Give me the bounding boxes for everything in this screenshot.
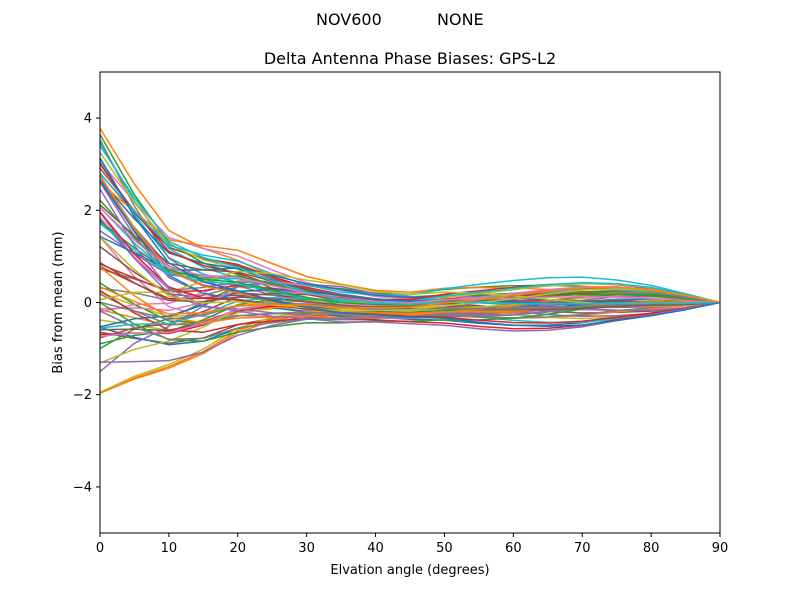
series-line: [99, 236, 721, 312]
y-axis: −4 −2 0 2 4: [73, 112, 100, 495]
y-tick-label: 0: [84, 296, 92, 311]
suptitle-radome: NONE: [437, 10, 484, 29]
chart-title: Delta Antenna Phase Biases: GPS-L2: [264, 49, 556, 68]
x-tick-label: 10: [161, 541, 178, 556]
y-tick-label: −4: [73, 480, 92, 495]
x-tick-label: 50: [436, 541, 453, 556]
x-tick-label: 60: [505, 541, 522, 556]
series-line: [99, 157, 721, 328]
x-axis: 0 10 20 30 40 50 60 70 80 90: [96, 533, 728, 556]
x-axis-label: Elvation angle (degrees): [330, 563, 489, 578]
series-line: [99, 182, 721, 304]
suptitle-antenna: NOV600: [316, 10, 382, 29]
y-tick-label: 4: [84, 112, 92, 127]
x-tick-label: 0: [96, 541, 104, 556]
x-tick-label: 70: [574, 541, 591, 556]
y-tick-label: 2: [84, 204, 92, 219]
series-line: [99, 289, 721, 333]
plot-area: [99, 128, 721, 394]
series-line: [99, 207, 721, 304]
y-axis-label: Bias from mean (mm): [51, 231, 66, 373]
y-tick-label: −2: [73, 388, 92, 403]
series-line: [99, 173, 721, 304]
x-tick-label: 20: [230, 541, 247, 556]
x-tick-label: 30: [298, 541, 315, 556]
x-tick-label: 80: [643, 541, 660, 556]
series-line: [99, 145, 721, 306]
series-line: [99, 163, 721, 305]
x-tick-label: 40: [367, 541, 384, 556]
series-line: [99, 286, 721, 315]
x-tick-label: 90: [712, 541, 729, 556]
